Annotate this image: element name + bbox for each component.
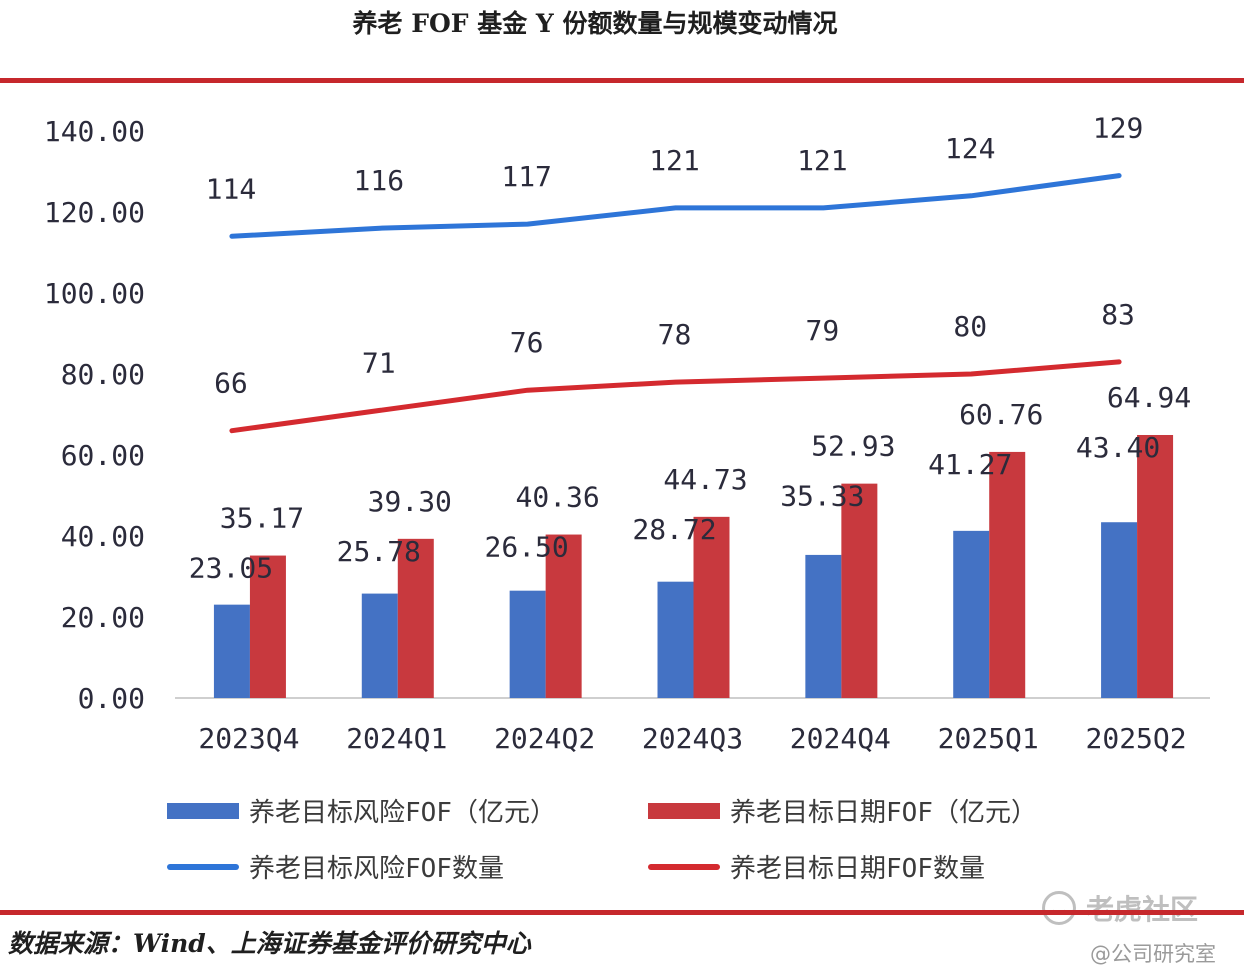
bar-risk (953, 530, 990, 698)
bar-date (841, 483, 878, 698)
bar-date (1137, 434, 1174, 698)
data-label: 124 (945, 132, 996, 165)
data-label: 40.36 (515, 481, 599, 514)
y-tick-label: 60.00 (61, 439, 145, 472)
data-label: 76 (510, 326, 544, 359)
data-label: 39.30 (368, 485, 452, 518)
data-label: 114 (206, 172, 257, 205)
data-label: 71 (362, 346, 396, 379)
bar-date (397, 538, 434, 698)
bar-date (989, 451, 1026, 698)
y-tick-label: 40.00 (61, 520, 145, 553)
y-tick-label: 80.00 (61, 358, 145, 391)
bar-risk (361, 593, 398, 698)
data-label: 129 (1093, 112, 1144, 145)
bottom-divider (0, 910, 1244, 915)
data-label: 117 (501, 160, 552, 193)
data-label: 44.73 (663, 463, 747, 496)
line-risk-count (229, 173, 1122, 239)
y-tick-label: 100.00 (44, 277, 145, 310)
data-label: 41.27 (928, 448, 1012, 481)
data-label: 60.76 (959, 398, 1043, 431)
bar-risk (1101, 522, 1138, 698)
x-tick-label: 2024Q2 (494, 722, 595, 755)
data-label: 43.40 (1076, 431, 1160, 464)
y-tick-label: 120.00 (44, 196, 145, 229)
x-tick-label: 2024Q1 (346, 722, 447, 755)
x-tick-label: 2025Q1 (938, 722, 1039, 755)
data-label: 64.94 (1107, 381, 1191, 414)
data-label: 83 (1101, 298, 1135, 331)
data-label: 79 (805, 314, 839, 347)
data-label: 25.78 (337, 535, 421, 568)
data-label: 35.33 (780, 480, 864, 513)
data-label: 78 (658, 318, 692, 351)
line-date-count (229, 359, 1122, 434)
chart-title: 养老 FOF 基金 Y 份额数量与规模变动情况 (352, 9, 838, 38)
bar-risk (657, 581, 694, 698)
data-label: 35.17 (220, 502, 304, 535)
x-tick-label: 2025Q2 (1085, 722, 1186, 755)
data-label: 66 (214, 367, 248, 400)
data-label: 26.50 (484, 531, 568, 564)
data-label: 28.72 (632, 513, 716, 546)
x-tick-label: 2024Q4 (790, 722, 891, 755)
data-label: 80 (953, 310, 987, 343)
y-tick-label: 140.00 (44, 115, 145, 148)
data-label: 23.05 (189, 552, 273, 585)
bar-date (545, 534, 582, 698)
data-label: 52.93 (811, 430, 895, 463)
data-label: 121 (797, 144, 848, 177)
watermark-brand-text: 老虎社区 (1086, 888, 1198, 928)
bar-risk (805, 554, 842, 698)
watermark-handle: @公司研究室 (1090, 942, 1216, 966)
data-label: 121 (649, 144, 700, 177)
tiger-logo-icon (1042, 891, 1076, 925)
data-source-note: 数据来源：Wind、上海证券基金评价研究中心 (8, 929, 531, 958)
data-label: 116 (353, 164, 404, 197)
y-tick-label: 20.00 (61, 601, 145, 634)
bar-date (693, 516, 730, 698)
bar-risk (509, 590, 546, 698)
y-tick-label: 0.00 (78, 682, 145, 715)
x-tick-label: 2023Q4 (198, 722, 299, 755)
x-tick-label: 2024Q3 (642, 722, 743, 755)
watermark-brand: 老虎社区 (1042, 888, 1198, 928)
bar-risk (213, 604, 250, 698)
bar-date (249, 555, 286, 698)
top-divider (0, 78, 1244, 83)
